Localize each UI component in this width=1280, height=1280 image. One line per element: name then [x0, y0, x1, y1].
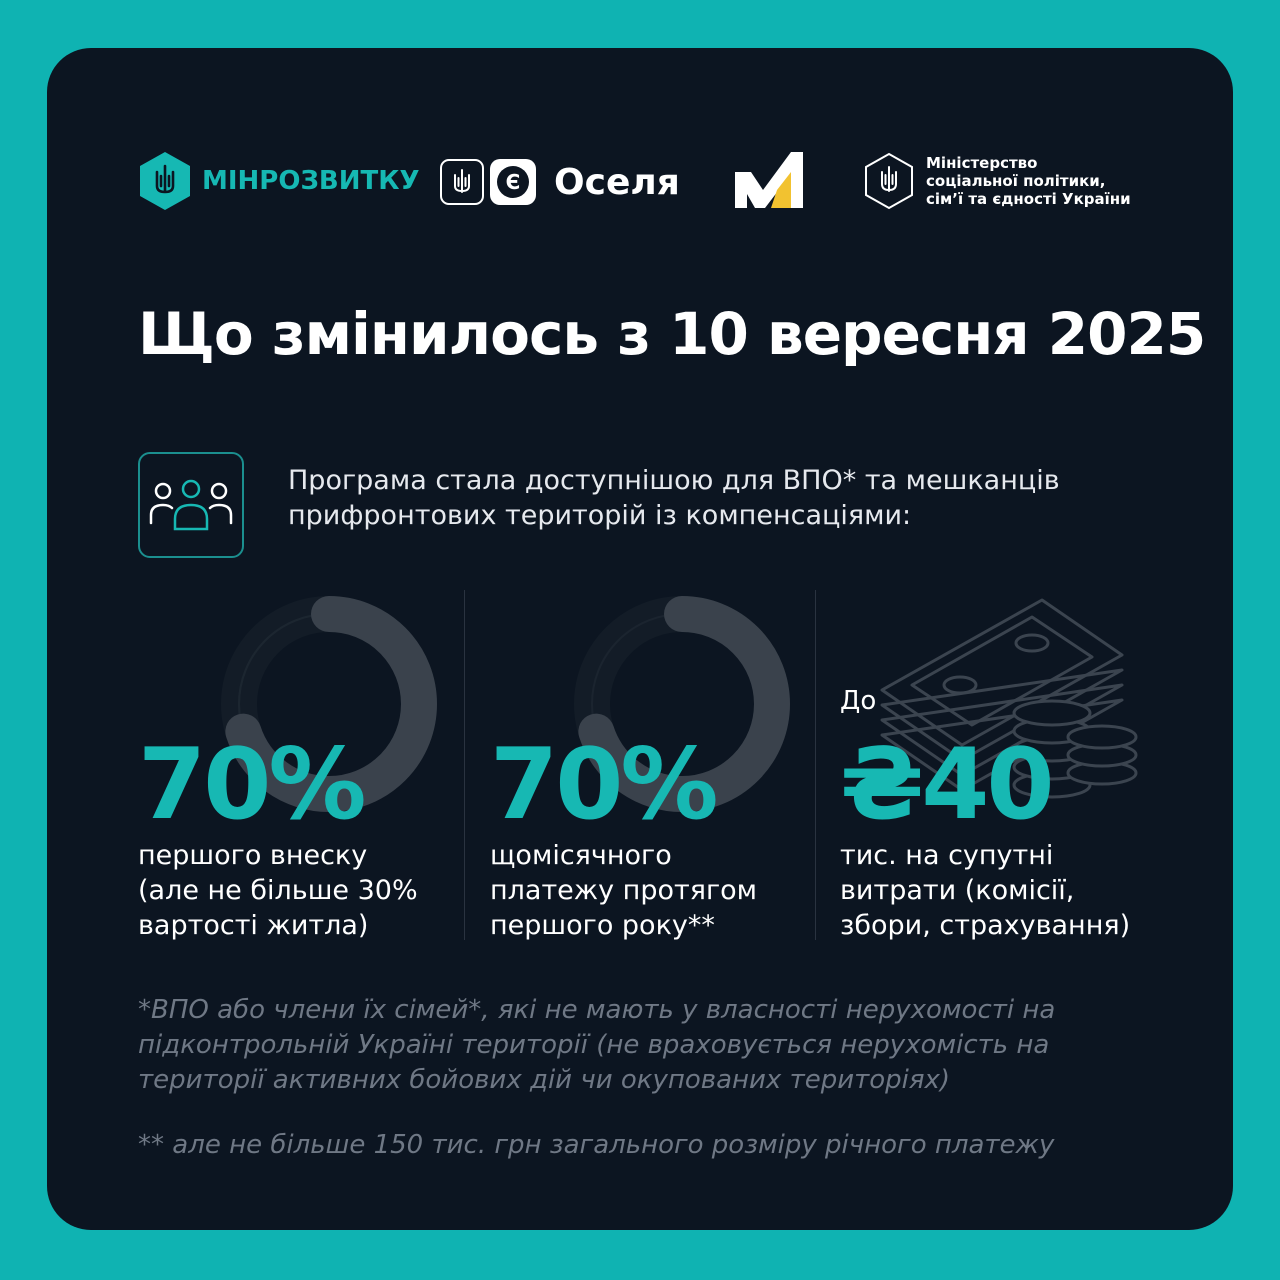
- footnote-2: ** але не більше 150 тис. грн загального…: [138, 1130, 1055, 1160]
- ministry-logo: Міністерство соціальної політики, сім’ї …: [864, 150, 1131, 212]
- minrozvytku-name: МІНРОЗВИТКУ: [202, 166, 420, 196]
- column-divider: [464, 590, 465, 940]
- stat-description-line: щомісячного: [490, 840, 672, 871]
- stat-description: першого внеску (але не більше 30% вартос…: [138, 838, 448, 943]
- stat-value: 70%: [490, 728, 719, 842]
- people-icon: [138, 452, 244, 558]
- oselya-logo: Є Оселя: [440, 158, 680, 206]
- ring-chart-1: [221, 596, 437, 812]
- trident-hexagon-icon: [865, 152, 913, 210]
- stat-description-line: першого внеску: [138, 840, 368, 871]
- ring-progress: [574, 596, 790, 812]
- footnote-1: *ВПО або члени їх сімей*, які не мають у…: [138, 993, 1138, 1098]
- stat-value: ₴40: [840, 728, 1055, 842]
- stat-description: тис. на супутні витрати (комісії, збори,…: [840, 838, 1170, 943]
- stat-description-line: вартості житла): [138, 910, 369, 941]
- money-stack-icon: [880, 598, 1138, 799]
- footnote-line: підконтрольній Україні території (не вра…: [138, 1030, 1050, 1060]
- stat-description-line: платежу протягом: [490, 875, 758, 906]
- oselya-name: Оселя: [554, 161, 680, 203]
- ring-chart-2: [574, 596, 790, 812]
- page-title: Що змінилось з 10 вересня 2025: [138, 300, 1206, 368]
- coins-icon: [1012, 699, 1138, 799]
- stat-prefix: До: [840, 686, 877, 716]
- minrozvytku-logo: МІНРОЗВИТКУ: [138, 150, 420, 212]
- stat-description: щомісячного платежу протягом першого рок…: [490, 838, 800, 943]
- ministry-line: соціальної політики,: [926, 172, 1106, 190]
- ministry-name: Міністерство соціальної політики, сім’ї …: [926, 154, 1131, 208]
- ministry-line: сім’ї та єдності України: [926, 190, 1131, 208]
- m-logo-icon: [735, 152, 803, 208]
- footnote-line: території активних бойових дій чи окупов…: [138, 1065, 951, 1095]
- footnote-line: *ВПО або члени їх сімей*, які не мають у…: [138, 995, 1056, 1025]
- ring-progress: [221, 596, 437, 812]
- intro-line: прифронтових територій із компенсаціями:: [288, 500, 912, 531]
- stat-description-line: (але не більше 30%: [138, 875, 418, 906]
- stat-description-line: першого року**: [490, 910, 715, 941]
- trident-hexagon-icon: [140, 152, 190, 210]
- stat-value: 70%: [138, 728, 367, 842]
- oselya-badge: Є: [490, 159, 536, 205]
- trident-icon: [440, 159, 484, 205]
- intro-text: Програма стала доступнішою для ВПО* та м…: [288, 463, 1108, 533]
- stat-description-line: тис. на супутні: [840, 840, 1054, 871]
- stat-description-line: витрати (комісії,: [840, 875, 1075, 906]
- oselya-badge-letter: Є: [497, 166, 529, 198]
- ministry-line: Міністерство: [926, 154, 1038, 172]
- stat-description-line: збори, страхування): [840, 910, 1131, 941]
- column-divider: [815, 590, 816, 940]
- intro-line: Програма стала доступнішою для ВПО* та м…: [288, 465, 1060, 496]
